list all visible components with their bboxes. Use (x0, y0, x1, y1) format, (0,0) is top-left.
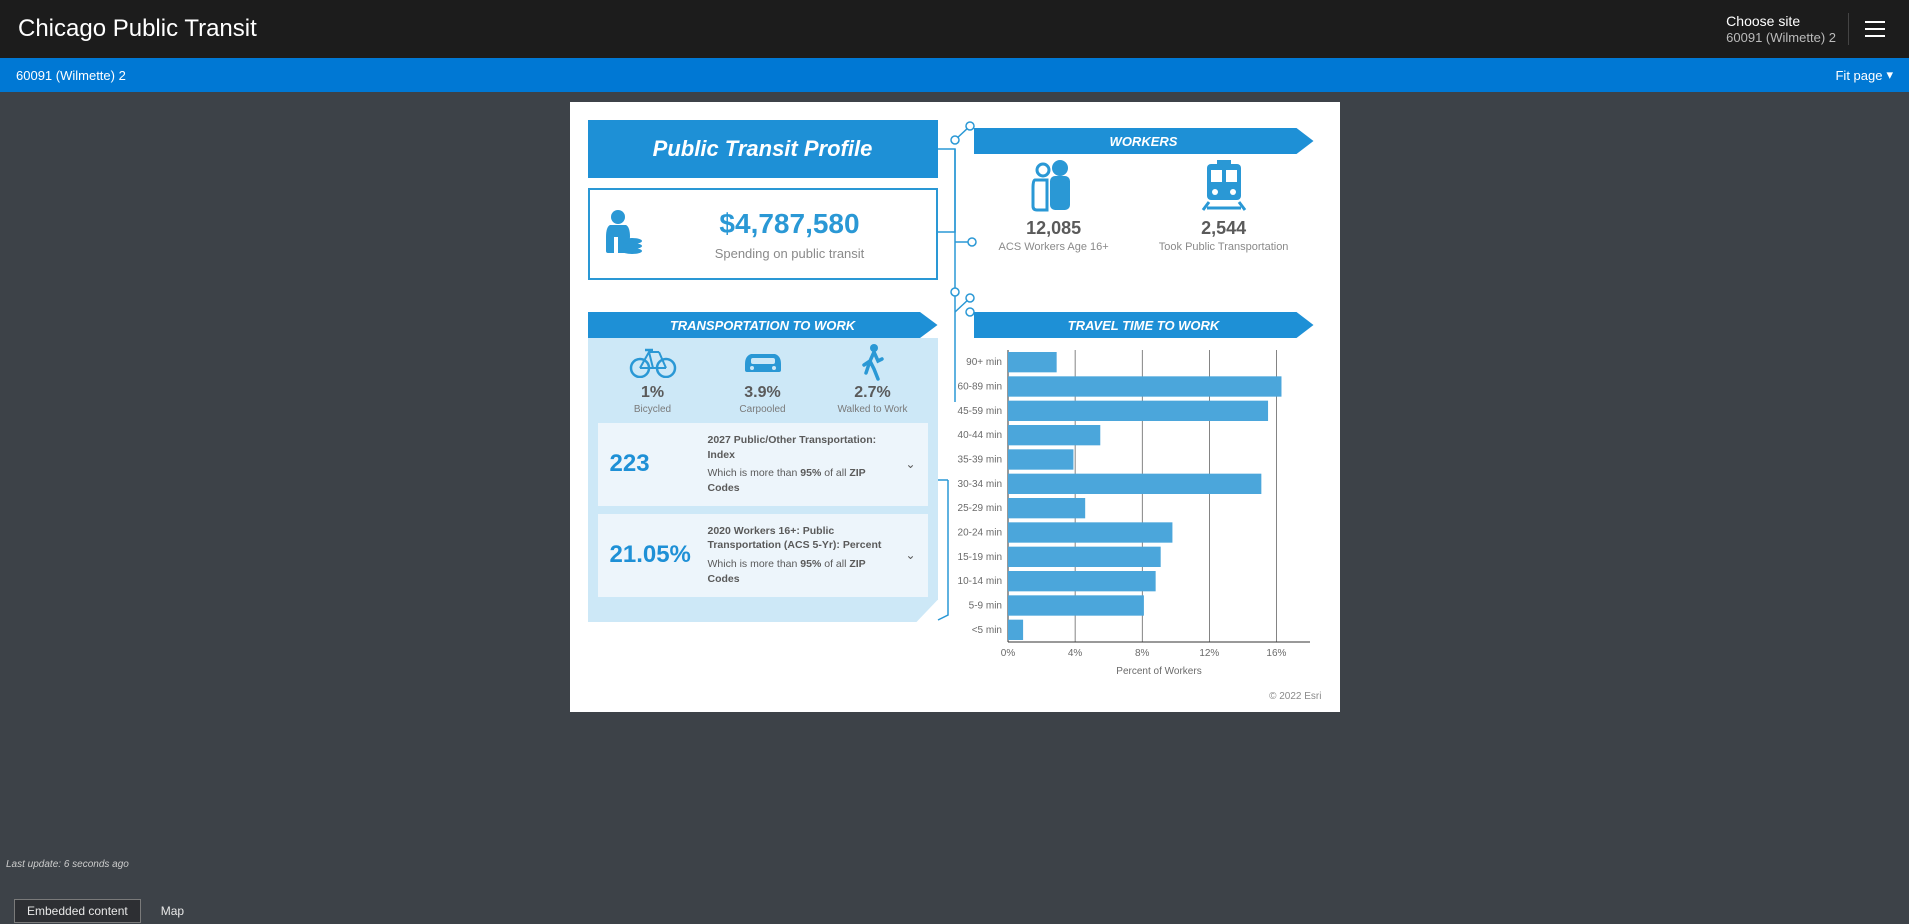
chevron-down-icon: ⌄ (905, 548, 915, 562)
svg-text:90+ min: 90+ min (966, 357, 1002, 368)
people-icon (1024, 158, 1084, 212)
walked-label: Walked to Work (837, 404, 907, 415)
carpooled-value: 3.9% (744, 384, 780, 402)
chevron-down-icon: ▾ (1886, 67, 1893, 83)
svg-text:60-89 min: 60-89 min (957, 382, 1001, 393)
stat-sub: Which is more than 95% of all ZIP Codes (708, 557, 896, 586)
svg-text:35-39 min: 35-39 min (957, 455, 1001, 466)
walk-icon (849, 344, 897, 380)
bicycled-label: Bicycled (634, 404, 671, 415)
svg-text:<5 min: <5 min (971, 625, 1001, 636)
bicycled-value: 1% (641, 384, 664, 402)
carpooled-label: Carpooled (739, 404, 785, 415)
tab-map[interactable]: Map (149, 900, 196, 922)
svg-text:25-29 min: 25-29 min (957, 503, 1001, 514)
active-site-tab[interactable]: 60091 (Wilmette) 2 (16, 68, 126, 83)
chevron-down-icon: ⌄ (905, 457, 915, 471)
profile-title: Public Transit Profile (588, 120, 938, 178)
person-coins-icon (602, 207, 644, 262)
svg-text:10-14 min: 10-14 min (957, 576, 1001, 587)
tab-bar: 60091 (Wilmette) 2 Fit page ▾ (0, 58, 1909, 92)
stat-card-percent[interactable]: 21.05% 2020 Workers 16+: Public Transpor… (598, 514, 928, 597)
svg-text:8%: 8% (1134, 648, 1149, 659)
top-bar: Chicago Public Transit Choose site 60091… (0, 0, 1909, 58)
svg-text:5-9 min: 5-9 min (968, 601, 1001, 612)
spending-amount: $4,787,580 (656, 208, 924, 240)
bicycle-icon (629, 344, 677, 380)
svg-text:20-24 min: 20-24 min (957, 528, 1001, 539)
copyright: © 2022 Esri (1269, 691, 1321, 702)
tab-embedded-content[interactable]: Embedded content (14, 899, 141, 923)
svg-text:0%: 0% (1000, 648, 1015, 659)
svg-text:4%: 4% (1067, 648, 1082, 659)
last-update: Last update: 6 seconds ago (6, 859, 129, 870)
travel-time-header: TRAVEL TIME TO WORK (974, 312, 1314, 338)
transportation-header: TRANSPORTATION TO WORK (588, 312, 938, 338)
fit-page-button[interactable]: Fit page ▾ (1835, 67, 1893, 83)
stat-big-value: 223 (610, 450, 698, 478)
spending-panel: $4,787,580 Spending on public transit (588, 188, 938, 280)
transportation-panel: 1% Bicycled 3.9% Carpooled (588, 338, 938, 600)
workers-panel: 12,085 ACS Workers Age 16+ 2,544 (974, 158, 1314, 288)
transit-count: 2,544 (1201, 218, 1246, 239)
stat-title: 2027 Public/Other Transportation: Index (708, 433, 896, 462)
stat-title: 2020 Workers 16+: Public Transportation … (708, 524, 896, 553)
spending-label: Spending on public transit (656, 246, 924, 261)
bottom-tab-bar: Embedded content Map (0, 898, 1909, 924)
walked-value: 2.7% (854, 384, 890, 402)
transit-count-label: Took Public Transportation (1159, 241, 1289, 253)
svg-text:45-59 min: 45-59 min (957, 406, 1001, 417)
transportation-panel-corner (588, 600, 938, 622)
travel-time-chart: 0% 4% 8% 12% 16% 90+ min 60-89 min 45-59 min 40-… (950, 344, 1325, 686)
svg-text:30-34 min: 30-34 min (957, 479, 1001, 490)
app-title: Chicago Public Transit (18, 15, 257, 43)
car-icon (739, 344, 787, 380)
choose-site-button[interactable]: Choose site 60091 (Wilmette) 2 (1726, 13, 1849, 45)
svg-text:16%: 16% (1266, 648, 1286, 659)
stat-sub: Which is more than 95% of all ZIP Codes (708, 466, 896, 495)
svg-text:12%: 12% (1199, 648, 1219, 659)
workers-count-label: ACS Workers Age 16+ (999, 241, 1109, 253)
infographic-panel: Public Transit Profile $4,787,580 Spendi… (570, 102, 1340, 712)
choose-site-value: 60091 (Wilmette) 2 (1726, 30, 1836, 46)
stat-big-value: 21.05% (610, 541, 698, 569)
svg-text:Percent of Workers: Percent of Workers (1116, 666, 1201, 677)
workers-count: 12,085 (1026, 218, 1081, 239)
svg-text:15-19 min: 15-19 min (957, 552, 1001, 563)
workers-header: WORKERS (974, 128, 1314, 154)
stat-card-index[interactable]: 223 2027 Public/Other Transportation: In… (598, 423, 928, 506)
svg-text:40-44 min: 40-44 min (957, 430, 1001, 441)
train-icon (1194, 158, 1254, 212)
choose-site-label: Choose site (1726, 13, 1836, 30)
menu-icon[interactable] (1857, 11, 1893, 47)
